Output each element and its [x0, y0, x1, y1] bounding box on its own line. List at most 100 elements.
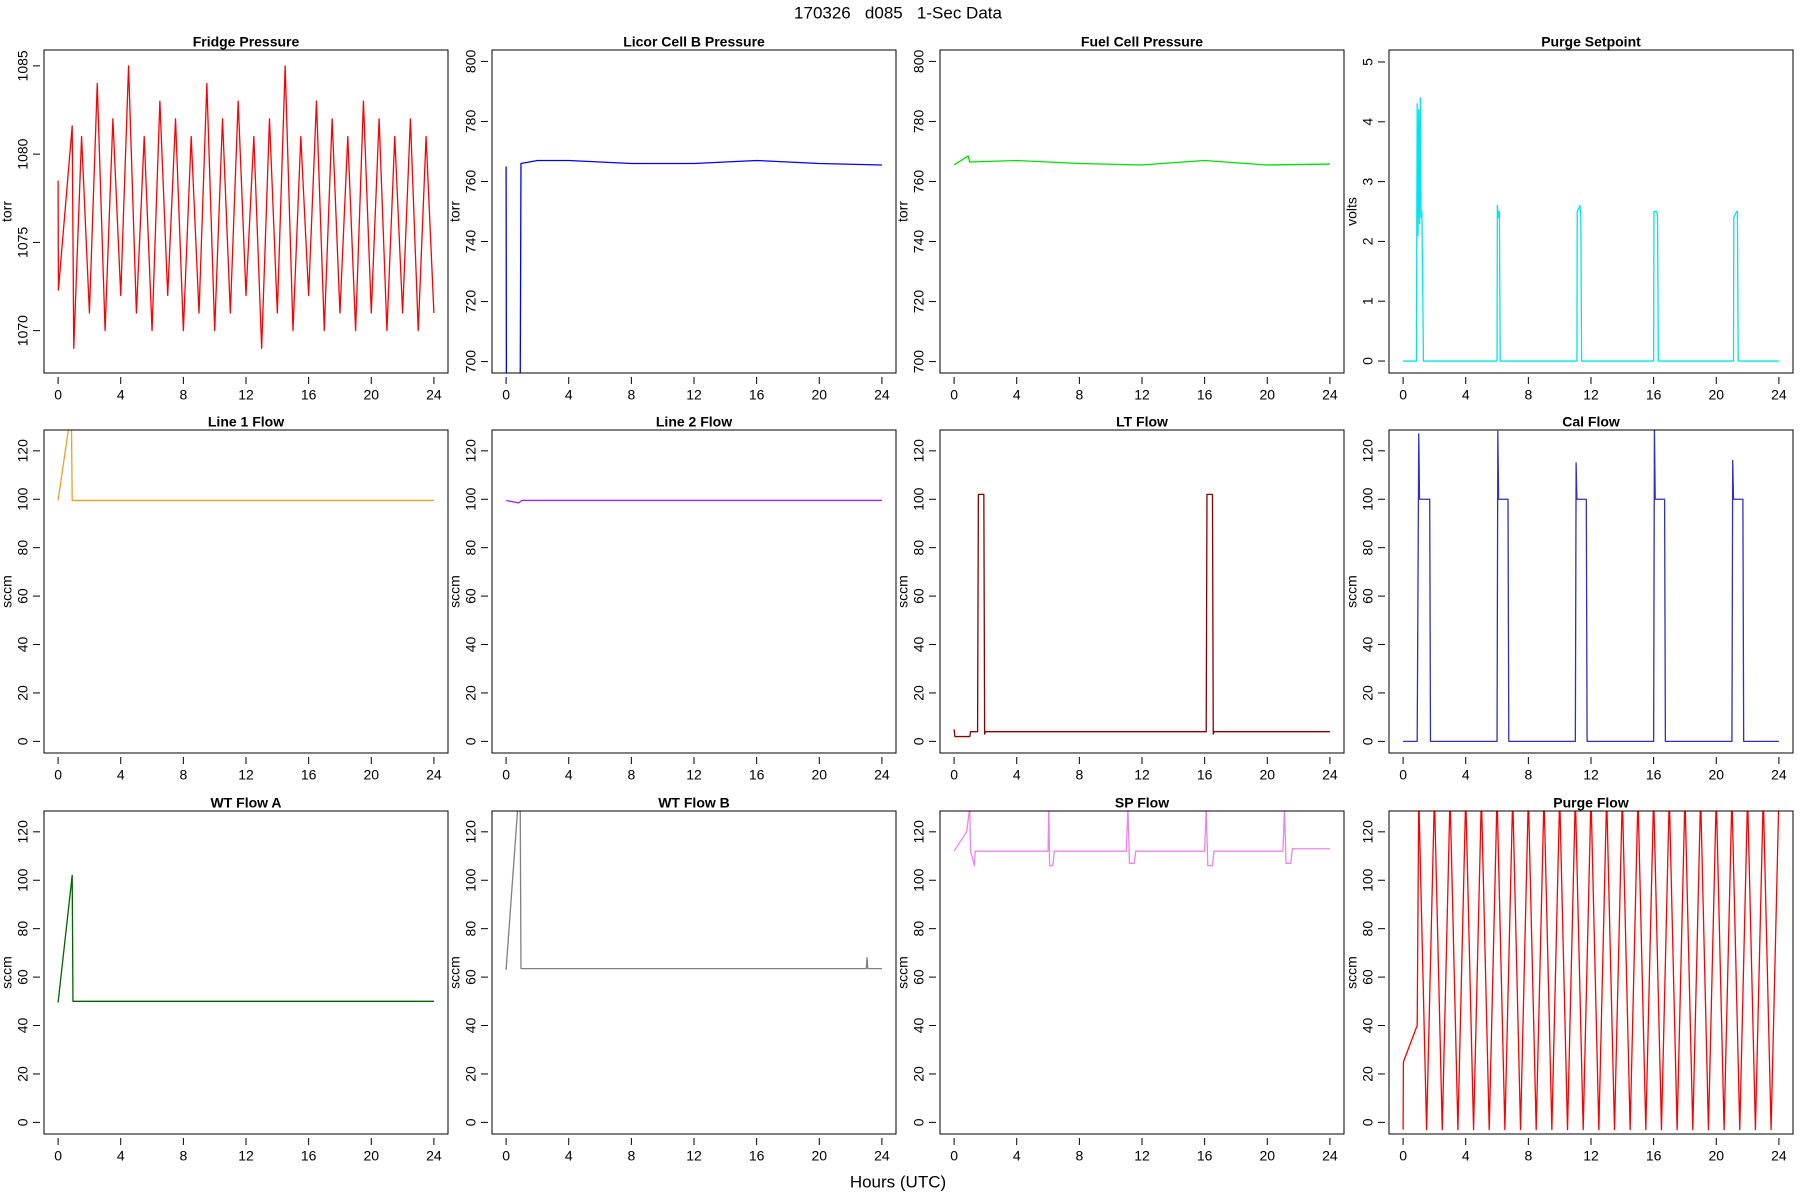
y-tick-label: 100 — [463, 868, 479, 892]
x-tick-label: 8 — [1075, 767, 1083, 783]
y-tick-label: 20 — [463, 685, 479, 701]
panel-title: Line 1 Flow — [208, 414, 284, 430]
y-tick-label: 80 — [911, 921, 927, 937]
x-tick-label: 20 — [811, 1148, 827, 1164]
x-tick-label: 8 — [1524, 767, 1532, 783]
x-tick-label: 24 — [874, 387, 890, 403]
y-tick-label: 1080 — [15, 138, 31, 169]
y-tick-label: 40 — [463, 1018, 479, 1034]
y-tick-label: 1 — [1360, 297, 1376, 305]
panel: WT Flow A sccm 0 4 8 12 16 20 24 0 20 40 60 80 100 120 — [0, 795, 449, 1164]
x-tick-label: 24 — [426, 387, 442, 403]
y-tick-label: 100 — [911, 487, 927, 511]
x-tick-label: 12 — [238, 387, 254, 403]
x-tick-label: 24 — [874, 1148, 890, 1164]
y-tick-label: 0 — [15, 737, 31, 745]
x-tick-label: 24 — [874, 767, 890, 783]
panel: WT Flow B sccm 0 4 8 12 16 20 24 0 20 40 60 80 100 120 — [447, 795, 897, 1164]
data-line — [953, 155, 1330, 166]
x-tick-label: 20 — [363, 1148, 379, 1164]
panel-title: Cal Flow — [1562, 414, 1620, 430]
plot-frame — [43, 429, 449, 754]
y-tick-label: 120 — [463, 439, 479, 463]
y-tick-label: 740 — [463, 230, 479, 254]
panel-title: Line 2 Flow — [656, 414, 732, 430]
panel: Fridge Pressure torr 0 4 8 12 16 20 24 1070 1075 10… — [0, 34, 449, 403]
plot-frame — [1388, 810, 1794, 1135]
x-tick-label: 0 — [54, 387, 62, 403]
y-tick-label: 120 — [463, 820, 479, 844]
y-tick-label: 120 — [1360, 439, 1376, 463]
y-tick-label: 2 — [1360, 237, 1376, 245]
y-tick-label: 120 — [1360, 820, 1376, 844]
plot-frame — [939, 49, 1345, 374]
plot-frame — [43, 810, 449, 1135]
y-tick-label: 60 — [15, 588, 31, 604]
x-tick-label: 12 — [1583, 1148, 1599, 1164]
panel: Line 2 Flow sccm 0 4 8 12 16 20 24 0 20 40 60 80 100 12… — [447, 414, 897, 783]
data-line — [57, 430, 434, 502]
x-tick-label: 16 — [1646, 387, 1662, 403]
x-tick-label: 0 — [1399, 767, 1407, 783]
x-tick-label: 24 — [426, 767, 442, 783]
y-tick-label: 800 — [911, 50, 927, 74]
x-tick-label: 0 — [502, 387, 510, 403]
x-tick-label: 20 — [811, 387, 827, 403]
data-line — [505, 499, 882, 504]
panel: Cal Flow sccm 0 4 8 12 16 20 24 0 20 40 60 80 100 120 — [1344, 414, 1794, 783]
y-tick-label: 120 — [15, 820, 31, 844]
y-tick-label: 60 — [911, 969, 927, 985]
x-tick-label: 0 — [54, 1148, 62, 1164]
x-tick-label: 4 — [117, 767, 125, 783]
y-axis-title: sccm — [1344, 575, 1360, 608]
x-tick-label: 20 — [1708, 387, 1724, 403]
x-tick-label: 20 — [363, 387, 379, 403]
y-axis-title: sccm — [0, 575, 15, 608]
y-axis-title: sccm — [895, 956, 911, 989]
x-tick-label: 4 — [1013, 767, 1021, 783]
y-tick-label: 40 — [1360, 637, 1376, 653]
panel: Licor Cell B Pressure torr 0 4 8 12 16 20 24 700 7… — [447, 34, 897, 403]
x-tick-label: 0 — [950, 767, 958, 783]
y-tick-label: 1070 — [15, 315, 31, 346]
x-tick-label: 4 — [117, 387, 125, 403]
y-axis-title: volts — [1344, 197, 1360, 226]
plot-frame — [939, 429, 1345, 754]
x-tick-label: 16 — [1197, 1148, 1213, 1164]
y-tick-label: 80 — [463, 921, 479, 937]
y-tick-label: 120 — [15, 439, 31, 463]
x-tick-label: 16 — [301, 387, 317, 403]
x-tick-label: 12 — [1583, 767, 1599, 783]
x-tick-label: 0 — [502, 767, 510, 783]
y-tick-label: 40 — [1360, 1018, 1376, 1034]
x-tick-label: 12 — [238, 767, 254, 783]
x-tick-label: 0 — [950, 387, 958, 403]
x-tick-label: 20 — [811, 767, 827, 783]
x-tick-label: 4 — [565, 767, 573, 783]
data-line — [505, 811, 882, 970]
y-tick-label: 20 — [463, 1066, 479, 1082]
y-tick-label: 0 — [911, 1118, 927, 1126]
x-tick-label: 24 — [1322, 387, 1338, 403]
x-tick-label: 4 — [1462, 767, 1470, 783]
panel-title: Purge Setpoint — [1541, 34, 1641, 50]
y-tick-label: 60 — [463, 588, 479, 604]
y-tick-label: 760 — [911, 170, 927, 194]
y-tick-label: 720 — [463, 290, 479, 314]
y-tick-label: 100 — [911, 868, 927, 892]
x-tick-label: 16 — [1646, 767, 1662, 783]
panel-title: Licor Cell B Pressure — [623, 34, 765, 50]
x-tick-label: 12 — [686, 1148, 702, 1164]
x-tick-label: 8 — [627, 767, 635, 783]
x-tick-label: 4 — [117, 1148, 125, 1164]
x-tick-label: 16 — [749, 767, 765, 783]
y-axis-title: torr — [0, 201, 15, 222]
x-tick-label: 8 — [179, 1148, 187, 1164]
y-tick-label: 740 — [911, 230, 927, 254]
x-tick-label: 8 — [1075, 387, 1083, 403]
data-line — [1403, 430, 1779, 743]
x-tick-label: 16 — [1197, 767, 1213, 783]
x-tick-label: 0 — [950, 1148, 958, 1164]
y-axis-title: torr — [895, 201, 911, 222]
y-tick-label: 0 — [463, 1118, 479, 1126]
